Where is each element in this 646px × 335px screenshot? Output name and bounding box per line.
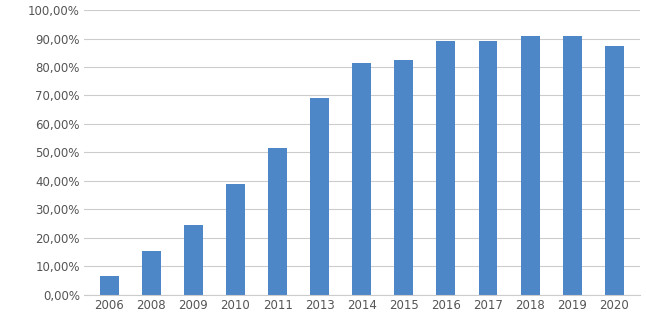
- Bar: [352, 63, 371, 295]
- Bar: [394, 60, 413, 295]
- Bar: [99, 276, 119, 295]
- Bar: [142, 251, 161, 295]
- Bar: [563, 36, 581, 295]
- Bar: [310, 98, 329, 295]
- Bar: [226, 184, 245, 295]
- Bar: [184, 225, 203, 295]
- Bar: [521, 36, 539, 295]
- Bar: [268, 148, 287, 295]
- Bar: [605, 46, 624, 295]
- Bar: [479, 41, 497, 295]
- Bar: [437, 41, 455, 295]
